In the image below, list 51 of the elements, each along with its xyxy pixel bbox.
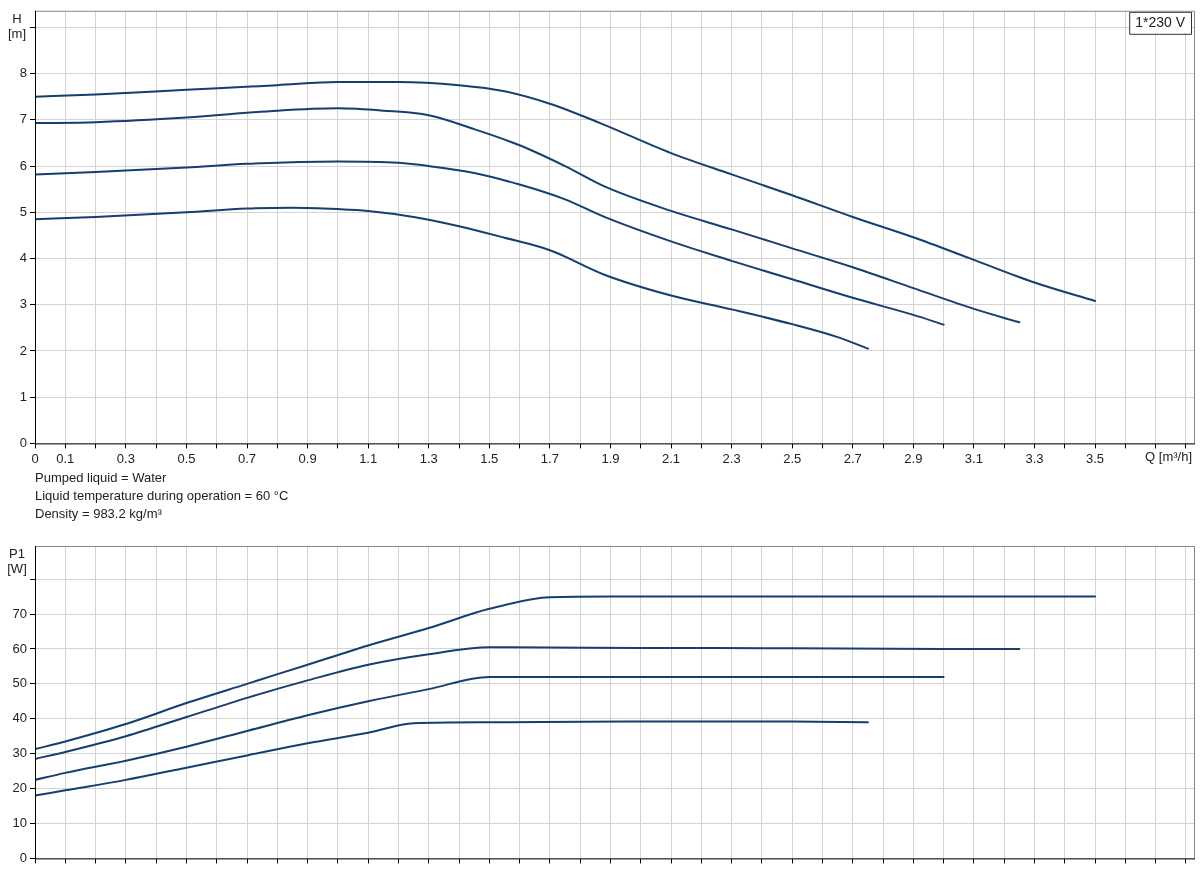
line-series: [35, 646, 1021, 760]
x-tick-label: 2.7: [843, 450, 862, 466]
x-tick-label: 1.9: [601, 450, 620, 466]
y-tick-label: 6: [19, 157, 27, 173]
x-tick-label: 2.9: [904, 450, 923, 466]
x-tick-label: 1.5: [480, 450, 499, 466]
x-tick-label: 1.3: [419, 450, 438, 466]
x-tick-label: 1.1: [359, 450, 378, 466]
y-tick-label: 1: [19, 388, 27, 404]
y-tick-label: 5: [19, 203, 27, 219]
y-tick-label: 3: [19, 296, 27, 312]
x-tick-label: 0.1: [56, 450, 75, 466]
chart-title: 1*230 V: [1135, 13, 1186, 30]
y-tick-label: 20: [12, 780, 27, 796]
x-axis-title: Q [m³/h]: [1145, 449, 1192, 465]
y-tick-label: 30: [12, 745, 27, 761]
x-tick-label: 2.1: [661, 450, 681, 466]
x-tick-label: 3.1: [964, 450, 983, 466]
x-tick-label: 2.3: [722, 450, 741, 466]
text: Pumped liquid = Water: [35, 470, 168, 486]
line-series: [35, 206, 869, 350]
y-tick-label: 0: [19, 434, 27, 450]
line-series: [35, 720, 869, 797]
y-tick-label: 0: [19, 849, 27, 865]
line-series: [35, 160, 945, 326]
x-tick-label: 1.7: [540, 450, 559, 466]
y-tick-label: 70: [12, 605, 27, 621]
line-series: [35, 675, 945, 781]
x-tick-label: 3.5: [1086, 450, 1105, 466]
y-tick-label: 40: [12, 710, 27, 726]
x-tick-label: 3.3: [1025, 450, 1044, 466]
y-tick-label: 4: [19, 250, 27, 266]
text: Liquid temperature during operation = 60 °C: [35, 488, 289, 504]
y-tick-label: 2: [19, 342, 27, 358]
x-tick-label: 0.9: [298, 450, 317, 466]
y-tick-label: 10: [12, 815, 27, 831]
y-tick-label: 7: [19, 111, 27, 127]
y-axis-title: H [m]: [7, 10, 27, 41]
line-series: [35, 80, 1097, 303]
text: Density = 983.2 kg/m³: [35, 506, 163, 522]
x-tick-label: 0.7: [237, 450, 257, 466]
y-tick-label: 50: [12, 675, 27, 691]
line-series: [35, 595, 1097, 751]
x-tick-label: 0.3: [116, 450, 135, 466]
y-axis-title: P1 [W]: [7, 546, 27, 577]
x-tick-label: 0.5: [177, 450, 196, 466]
x-tick-label: 2.5: [783, 450, 802, 466]
x-tick-label: 0: [31, 450, 39, 466]
y-tick-label: 60: [12, 640, 27, 656]
line-series: [35, 107, 1021, 324]
y-tick-label: 8: [19, 65, 27, 81]
